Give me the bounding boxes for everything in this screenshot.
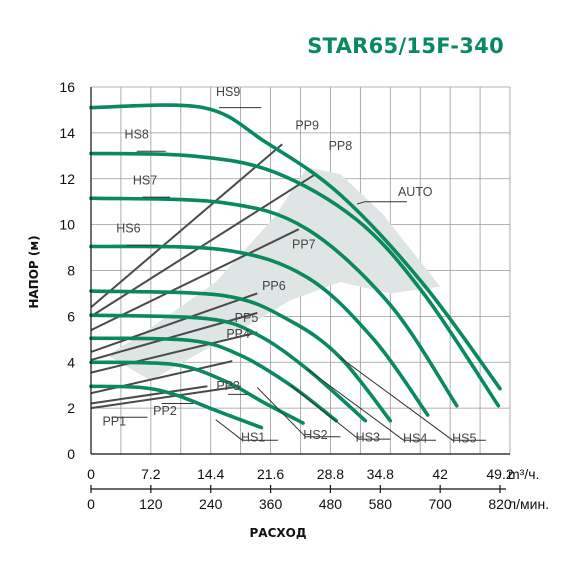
y-tick-label: 6 xyxy=(67,308,75,324)
curve-label-hs6: HS6 xyxy=(116,222,140,236)
x-tick-label: 42 xyxy=(432,466,448,482)
x2-tick-label: 240 xyxy=(199,496,223,512)
pp-curve-pp7 xyxy=(90,228,300,331)
hs-curve-hs6 xyxy=(89,244,430,417)
label-leader xyxy=(215,419,279,441)
x-tick-label: 49.2 xyxy=(486,466,513,482)
curve-label-hs2: HS2 xyxy=(303,428,327,442)
curve-labels: HS9 HS8 HS7 HS6 HS1 HS2 HS3 HS4 HS5 PP9 PP8 PP7 PP6 P… xyxy=(102,85,476,445)
pp-curve-pp9 xyxy=(90,143,283,308)
curve-label-hs5: HS5 xyxy=(452,432,476,446)
hs-curve-hs4 xyxy=(89,313,368,423)
x2-tick-label: 480 xyxy=(319,496,343,512)
y-tick-label: 14 xyxy=(59,125,75,141)
curve-label-pp7: PP7 xyxy=(292,238,316,252)
x2-tick-label: 700 xyxy=(428,496,452,512)
x2-tick-label: 580 xyxy=(369,496,393,512)
curve-label-pp3: PP3 xyxy=(216,379,240,393)
hs-curve-hs3 xyxy=(89,336,338,423)
x2-tick-label: 0 xyxy=(87,496,95,512)
hs-curve-hs8 xyxy=(89,151,501,408)
hs-curve-hs7 xyxy=(89,196,459,408)
x-axis-unit: m³/ч. xyxy=(508,466,539,482)
x-tick-label: 21.6 xyxy=(257,466,284,482)
label-leader xyxy=(290,384,391,440)
x2-axis-unit: л/мин. xyxy=(508,496,549,512)
curve-label-hs4: HS4 xyxy=(403,432,427,446)
y-tick-label: 2 xyxy=(67,400,75,416)
curve-label-pp6: PP6 xyxy=(262,279,286,293)
curve-label-pp8: PP8 xyxy=(329,139,353,153)
x-tick-label: 28.8 xyxy=(317,466,344,482)
x-tick-label: 7.2 xyxy=(141,466,161,482)
hs-curve-hs5 xyxy=(89,289,393,423)
label-leader xyxy=(306,368,436,441)
hs-curve-hs9 xyxy=(89,103,502,391)
y-tick-label: 12 xyxy=(59,171,75,187)
pp-curve-pp4 xyxy=(90,331,258,374)
hs-curve-hs2 xyxy=(89,360,305,425)
x-tick-label: 14.4 xyxy=(197,466,224,482)
axes: 0 2 4 6 8 10 12 14 16 0 7.2 14.4 21.6 28.8 34.8 42 49.2 0… xyxy=(59,79,513,512)
curve-label-hs9: HS9 xyxy=(216,85,240,99)
hs-curves xyxy=(89,103,502,430)
x-tick-label: 0 xyxy=(87,466,95,482)
label-leader xyxy=(356,201,366,205)
x2-tick-label: 120 xyxy=(139,496,163,512)
pp-curve-pp1 xyxy=(90,385,241,410)
hs-curve-hs1 xyxy=(89,384,264,430)
curve-label-pp2: PP2 xyxy=(153,404,177,418)
x-axis-title: РАСХОД xyxy=(249,526,306,540)
y-axis-title: НАПОР (м) xyxy=(27,235,41,308)
curve-label-hs8: HS8 xyxy=(125,128,149,142)
label-leader xyxy=(340,357,486,441)
x2-tick-label: 360 xyxy=(259,496,283,512)
curve-label-pp1: PP1 xyxy=(102,414,126,428)
curve-label-pp9: PP9 xyxy=(295,118,319,132)
y-tick-label: 0 xyxy=(67,446,75,462)
x2-tick-label: 820 xyxy=(488,496,512,512)
curve-label-hs1: HS1 xyxy=(241,430,265,444)
curve-label-auto: AUTO xyxy=(398,185,433,199)
pp-curve-pp2 xyxy=(90,385,208,405)
y-tick-label: 4 xyxy=(67,354,75,370)
x-tick-label: 34.8 xyxy=(367,466,394,482)
curve-label-pp5: PP5 xyxy=(235,311,259,325)
label-leader xyxy=(256,387,341,438)
y-tick-label: 8 xyxy=(67,263,75,279)
y-tick-label: 10 xyxy=(59,217,75,233)
chart-title: STAR65/15F-340 xyxy=(307,34,504,58)
curve-label-pp4: PP4 xyxy=(226,327,250,341)
curve-label-hs3: HS3 xyxy=(356,430,380,444)
y-tick-label: 16 xyxy=(59,79,75,95)
pp-curve-pp6 xyxy=(90,292,258,353)
label-leaders xyxy=(111,107,486,441)
curve-label-hs7: HS7 xyxy=(133,173,157,187)
